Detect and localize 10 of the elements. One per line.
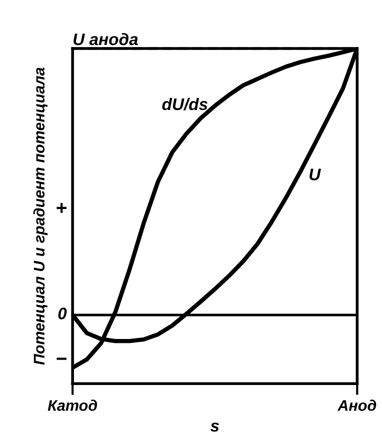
y-axis-title: Потенциал U и градиент потенциала [33, 68, 48, 365]
series-label: U [310, 168, 321, 180]
x-tick-label: Анод [337, 400, 376, 411]
text: + [56, 203, 66, 213]
x-tick-label: Катод [48, 400, 98, 411]
text: − [56, 358, 66, 360]
ref-line-label: 0 [58, 308, 67, 320]
ref-line-label: U анода [74, 32, 138, 46]
x-axis-title: s [210, 422, 219, 432]
series-label: dU/ds [162, 98, 208, 110]
